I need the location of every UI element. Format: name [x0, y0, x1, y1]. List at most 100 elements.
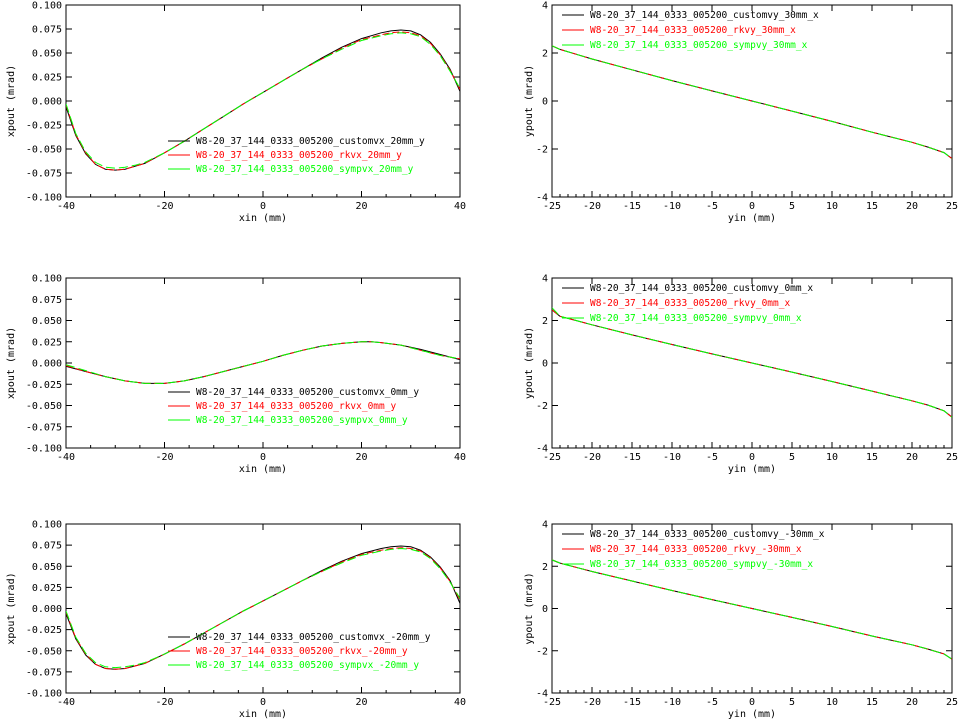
legend-label: W8-20_37_144_0333_005200_rkvy_-30mm_x: [590, 544, 802, 555]
x-tick-label: -20: [155, 201, 173, 212]
legend-label: W8-20_37_144_0333_005200_customvy_0mm_x: [590, 283, 813, 294]
x-tick-label: 5: [789, 201, 795, 212]
y-tick-label: -2: [536, 401, 548, 412]
x-tick-label: 0: [260, 201, 266, 212]
x-tick-label: 10: [826, 201, 838, 212]
y-tick-label: 0.075: [32, 541, 62, 552]
legend: W8-20_37_144_0333_005200_customvy_30mm_x…: [562, 10, 819, 51]
legend-label: W8-20_37_144_0333_005200_customvx_20mm_y: [196, 136, 425, 147]
y-tick-label: 0: [542, 604, 548, 615]
y-tick-label: 0.000: [32, 97, 62, 108]
x-tick-label: 0: [260, 452, 266, 463]
y-tick-label: 0.050: [32, 562, 62, 573]
legend-label: W8-20_37_144_0333_005200_rkvy_30mm_x: [590, 25, 796, 36]
x-tick-label: -10: [663, 697, 681, 708]
x-axis-label: yin (mm): [728, 709, 776, 720]
y-tick-label: 2: [542, 49, 548, 60]
x-tick-label: -5: [706, 201, 718, 212]
legend-label: W8-20_37_144_0333_005200_sympvx_20mm_y: [196, 164, 414, 175]
x-tick-label: -15: [623, 452, 641, 463]
x-tick-label: -40: [57, 697, 75, 708]
y-tick-label: 0: [542, 97, 548, 108]
x-tick-label: 5: [789, 452, 795, 463]
y-axis-label: ypout (mrad): [524, 65, 535, 137]
x-tick-label: -10: [663, 201, 681, 212]
y-tick-label: 4: [542, 274, 548, 285]
legend: W8-20_37_144_0333_005200_customvy_-30mm_…: [562, 529, 825, 570]
legend-label: W8-20_37_144_0333_005200_sympvx_0mm_y: [196, 415, 408, 426]
x-tick-label: 15: [866, 201, 878, 212]
x-tick-label: 20: [355, 697, 367, 708]
x-tick-label: 0: [260, 697, 266, 708]
y-tick-label: 0.050: [32, 49, 62, 60]
y-tick-label: 0.000: [32, 604, 62, 615]
y-tick-label: -0.075: [26, 667, 62, 678]
legend: W8-20_37_144_0333_005200_customvx_0mm_y W…: [168, 387, 419, 426]
legend-label: W8-20_37_144_0333_005200_sympvy_0mm_x: [590, 313, 802, 324]
x-tick-label: 15: [866, 697, 878, 708]
y-tick-label: -0.025: [26, 625, 62, 636]
y-tick-label: 0.075: [32, 295, 62, 306]
x-tick-label: 40: [454, 452, 466, 463]
x-axis-label: xin (mm): [239, 709, 287, 720]
series-line-symp: [66, 341, 460, 384]
y-tick-label: -0.100: [26, 193, 62, 204]
y-tick-label: -0.025: [26, 380, 62, 391]
legend: W8-20_37_144_0333_005200_customvx_-20mm_…: [168, 632, 431, 671]
series-line-symp: [66, 32, 460, 169]
legend-label: W8-20_37_144_0333_005200_customvx_0mm_y: [196, 387, 419, 398]
y-tick-label: 0.025: [32, 73, 62, 84]
y-tick-label: 2: [542, 316, 548, 327]
x-tick-label: 40: [454, 697, 466, 708]
x-axis-label: xin (mm): [239, 213, 287, 224]
x-tick-label: 0: [749, 697, 755, 708]
y-tick-label: -0.050: [26, 145, 62, 156]
y-tick-label: 0.050: [32, 316, 62, 327]
y-tick-label: -0.100: [26, 444, 62, 455]
y-tick-label: -0.075: [26, 422, 62, 433]
y-axis-label: xpout (mrad): [6, 65, 17, 137]
x-tick-label: -20: [583, 201, 601, 212]
series-line-custom: [552, 559, 952, 660]
y-tick-label: 0.100: [32, 1, 62, 12]
y-tick-label: 2: [542, 562, 548, 573]
legend-label: W8-20_37_144_0333_005200_sympvy_30mm_x: [590, 40, 808, 51]
series-line-rk: [66, 341, 460, 384]
y-axis-label: ypout (mrad): [524, 572, 535, 644]
y-tick-label: 0.075: [32, 25, 62, 36]
y-tick-label: 4: [542, 520, 548, 531]
x-axis-label: yin (mm): [728, 464, 776, 475]
legend-label: W8-20_37_144_0333_005200_customvy_-30mm_…: [590, 529, 825, 540]
y-tick-label: -0.075: [26, 169, 62, 180]
y-tick-label: -2: [536, 145, 548, 156]
series-line-symp: [552, 559, 952, 660]
series-line-symp: [66, 547, 460, 669]
series-line-custom: [552, 309, 952, 418]
x-tick-label: -5: [706, 697, 718, 708]
x-tick-label: 15: [866, 452, 878, 463]
x-tick-label: -5: [706, 452, 718, 463]
series-line-rk: [552, 45, 952, 160]
y-tick-label: -0.050: [26, 401, 62, 412]
x-tick-label: -40: [57, 201, 75, 212]
y-tick-label: -2: [536, 646, 548, 657]
x-tick-label: -20: [155, 697, 173, 708]
x-tick-label: 20: [355, 452, 367, 463]
y-tick-label: 0.025: [32, 337, 62, 348]
x-tick-label: 20: [355, 201, 367, 212]
legend-label: W8-20_37_144_0333_005200_customvx_-20mm_…: [196, 632, 431, 643]
plot-panel-3: -40 -20 0 20 40 -0.100 -0.075 -0.050 -0.025 0.000…: [6, 274, 466, 476]
x-tick-label: -15: [623, 201, 641, 212]
series-line-symp: [552, 307, 952, 418]
series-line-rk: [552, 559, 952, 660]
x-tick-label: 40: [454, 201, 466, 212]
series-line-custom: [66, 341, 460, 384]
series-line-rk: [552, 309, 952, 418]
legend-label: W8-20_37_144_0333_005200_rkvx_-20mm_y: [196, 646, 408, 657]
legend-label: W8-20_37_144_0333_005200_sympvx_-20mm_y: [196, 660, 419, 671]
x-tick-label: 25: [946, 201, 958, 212]
y-tick-label: 0.000: [32, 359, 62, 370]
